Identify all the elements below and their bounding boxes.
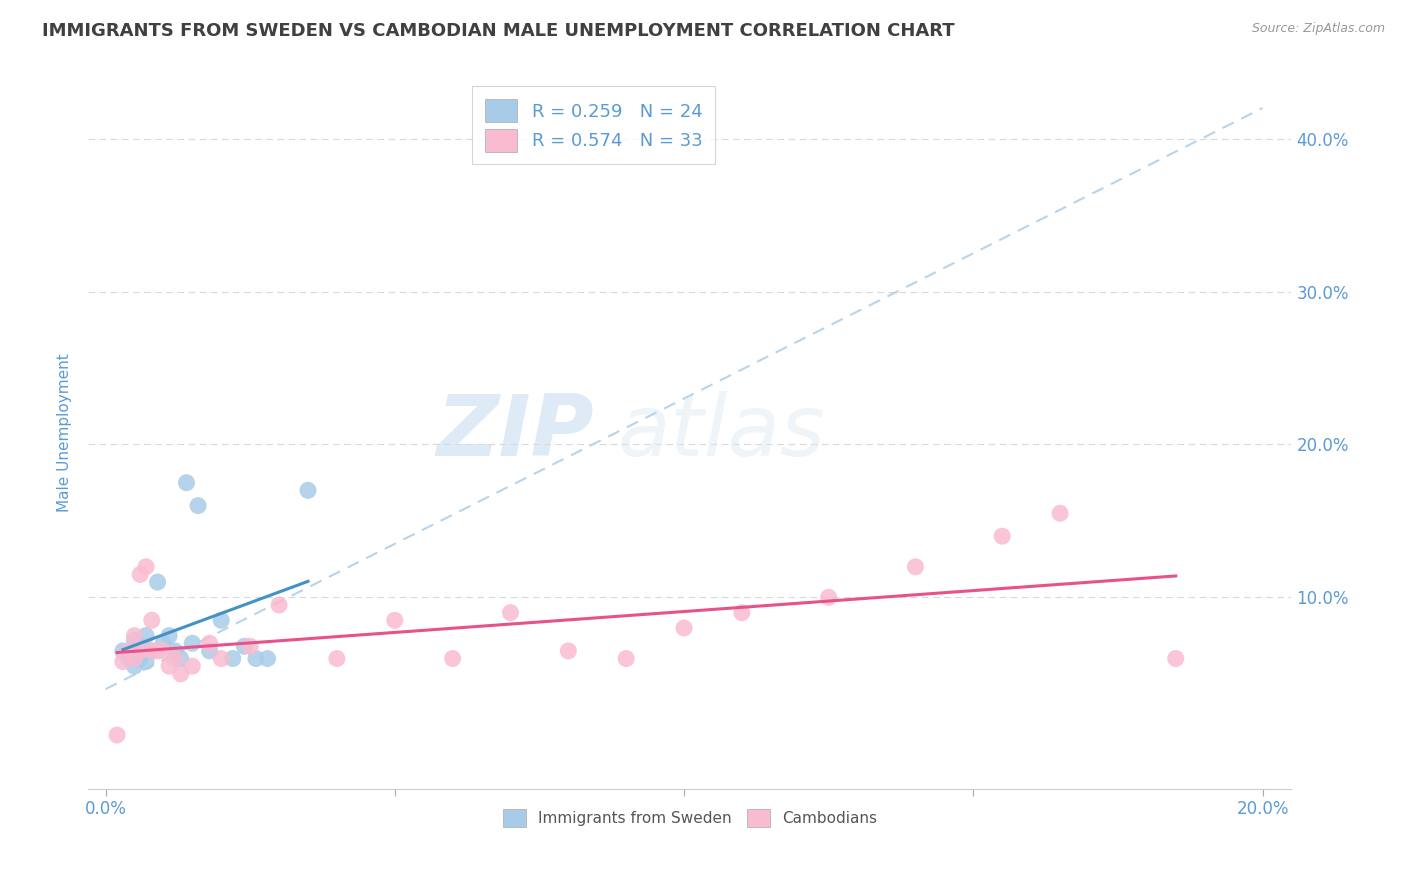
Text: atlas: atlas bbox=[617, 392, 825, 475]
Point bbox=[181, 659, 204, 673]
Point bbox=[209, 651, 232, 665]
Point bbox=[233, 640, 256, 654]
Point bbox=[129, 651, 152, 665]
Legend: Immigrants from Sweden, Cambodians: Immigrants from Sweden, Cambodians bbox=[495, 801, 884, 834]
Point bbox=[135, 559, 157, 574]
Point bbox=[731, 606, 754, 620]
Text: IMMIGRANTS FROM SWEDEN VS CAMBODIAN MALE UNEMPLOYMENT CORRELATION CHART: IMMIGRANTS FROM SWEDEN VS CAMBODIAN MALE… bbox=[42, 22, 955, 40]
Point bbox=[170, 651, 193, 665]
Point bbox=[129, 567, 152, 582]
Point bbox=[152, 636, 174, 650]
Point bbox=[1049, 506, 1071, 520]
Point bbox=[124, 629, 146, 643]
Point bbox=[256, 651, 278, 665]
Point bbox=[135, 629, 157, 643]
Point bbox=[209, 613, 232, 627]
Point bbox=[111, 644, 134, 658]
Point bbox=[267, 598, 290, 612]
Point bbox=[991, 529, 1014, 543]
Point bbox=[673, 621, 696, 635]
Point bbox=[146, 575, 169, 590]
Point bbox=[384, 613, 406, 627]
Point bbox=[297, 483, 319, 498]
Point bbox=[141, 613, 163, 627]
Point bbox=[326, 651, 349, 665]
Point bbox=[1164, 651, 1187, 665]
Point bbox=[124, 633, 146, 648]
Point bbox=[557, 644, 579, 658]
Point bbox=[441, 651, 464, 665]
Point bbox=[129, 640, 152, 654]
Point bbox=[135, 655, 157, 669]
Point bbox=[157, 629, 180, 643]
Point bbox=[187, 499, 209, 513]
Point bbox=[117, 651, 139, 665]
Point bbox=[105, 728, 128, 742]
Point bbox=[904, 559, 927, 574]
Point bbox=[170, 666, 193, 681]
Point bbox=[124, 659, 146, 673]
Point bbox=[817, 591, 839, 605]
Point bbox=[124, 651, 146, 665]
Point bbox=[111, 655, 134, 669]
Point bbox=[198, 644, 221, 658]
Point bbox=[176, 475, 198, 490]
Point bbox=[222, 651, 245, 665]
Point bbox=[163, 644, 186, 658]
Point bbox=[157, 659, 180, 673]
Point bbox=[245, 651, 267, 665]
Point bbox=[117, 644, 139, 658]
Point bbox=[129, 644, 152, 658]
Point bbox=[614, 651, 637, 665]
Text: ZIP: ZIP bbox=[436, 392, 593, 475]
Point bbox=[152, 644, 174, 658]
Point bbox=[239, 640, 262, 654]
Text: Source: ZipAtlas.com: Source: ZipAtlas.com bbox=[1251, 22, 1385, 36]
Point bbox=[499, 606, 522, 620]
Point bbox=[141, 644, 163, 658]
Point bbox=[146, 644, 169, 658]
Y-axis label: Male Unemployment: Male Unemployment bbox=[58, 353, 72, 512]
Point bbox=[198, 636, 221, 650]
Point bbox=[163, 651, 186, 665]
Point bbox=[181, 636, 204, 650]
Point bbox=[141, 644, 163, 658]
